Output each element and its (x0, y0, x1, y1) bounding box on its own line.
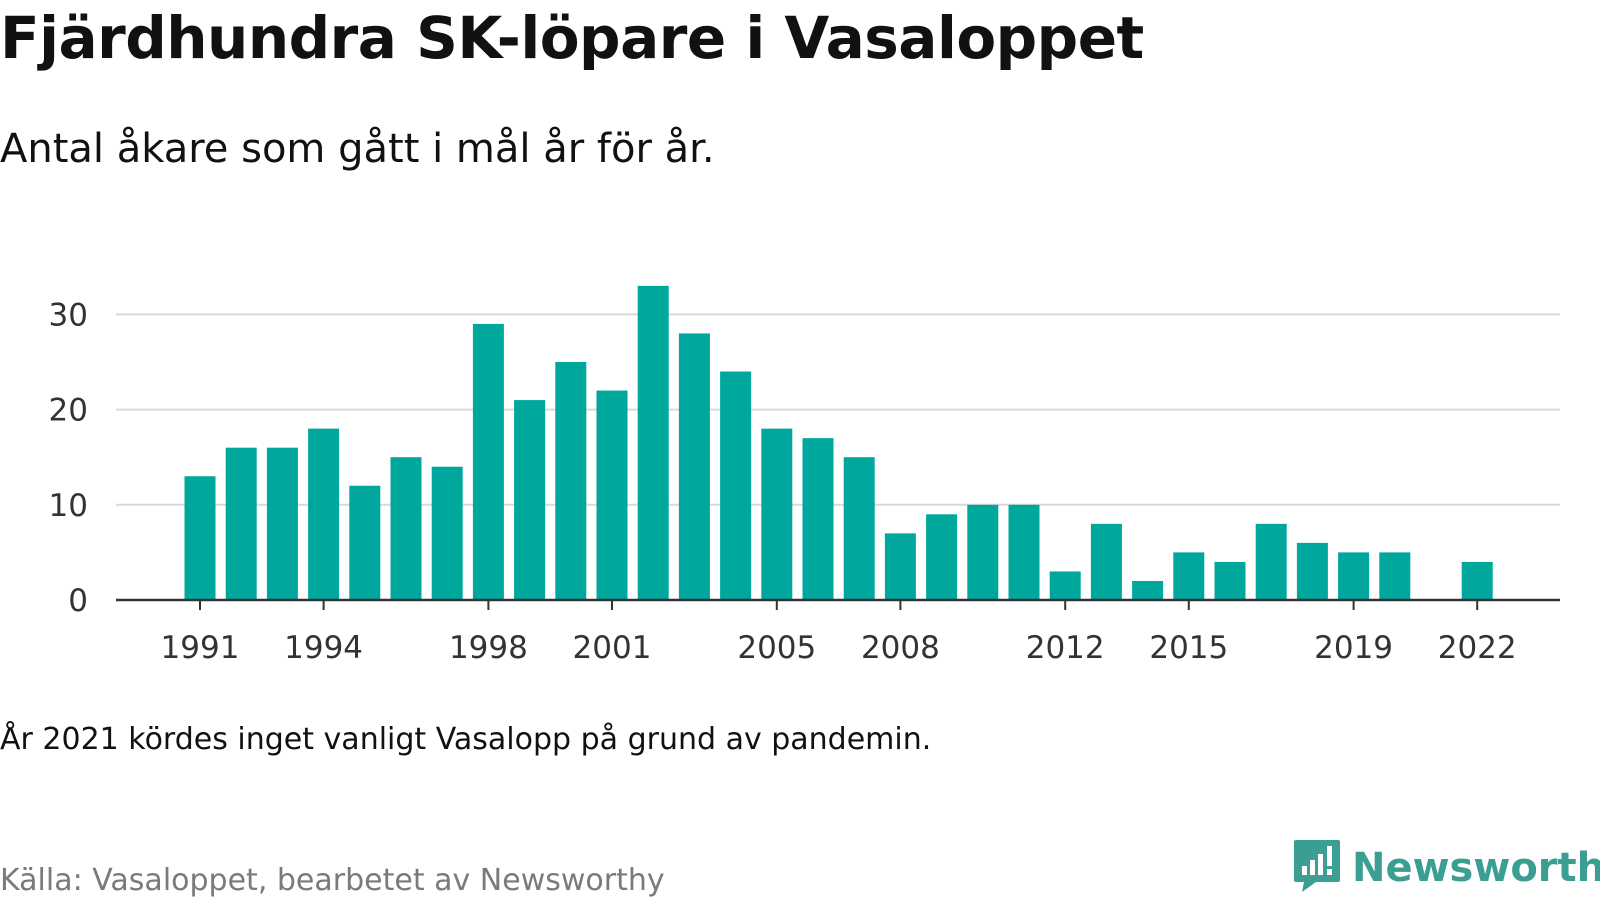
x-tick-label-2019: 2019 (1314, 630, 1393, 666)
brand-logo[interactable]: Newsworthy (1292, 840, 1600, 896)
bar-2020 (1379, 552, 1411, 600)
bar-1993 (266, 447, 298, 600)
tick-labels: 0 10 20 30 1991 1994 1998 2001 2005 2008 2012 2015 2… (49, 297, 1517, 666)
x-tick-label-1991: 1991 (161, 630, 240, 666)
source-text: Källa: Vasaloppet, bearbetet av Newswort… (0, 863, 665, 898)
y-tick-label-20: 20 (49, 393, 88, 429)
bar-1995 (349, 485, 381, 600)
bar-2013 (1090, 523, 1122, 600)
bar-2002 (637, 285, 669, 600)
y-tick-label-10: 10 (49, 488, 88, 524)
bar-1994 (308, 428, 340, 600)
bar-2018 (1296, 542, 1328, 600)
x-tick-label-2008: 2008 (861, 630, 940, 666)
x-tick-label-1998: 1998 (449, 630, 528, 666)
bar-2019 (1338, 552, 1370, 600)
bar-1996 (390, 457, 422, 600)
bar-2010 (967, 504, 999, 600)
x-axis (116, 598, 1560, 610)
y-tick-label-0: 0 (68, 583, 88, 619)
bar-2022 (1461, 561, 1493, 600)
x-tick-label-2012: 2012 (1026, 630, 1105, 666)
chart-title: Fjärdhundra SK-löpare i Vasaloppet (0, 4, 1144, 72)
bar-2006 (802, 438, 834, 600)
bar-2003 (678, 333, 710, 600)
bar-1992 (225, 447, 257, 600)
bar-chart: 0 10 20 30 1991 1994 1998 2001 2005 2008 2012 2015 2… (49, 285, 1560, 666)
x-tick-label-2005: 2005 (737, 630, 816, 666)
bar-2007 (843, 457, 875, 600)
bar-1991 (184, 476, 216, 600)
chart-subtitle: Antal åkare som gått i mål år för år. (0, 126, 715, 172)
bar-2011 (1008, 504, 1040, 600)
y-tick-label-30: 30 (49, 297, 88, 333)
bar-2017 (1255, 523, 1287, 600)
bar-2000 (555, 362, 587, 600)
bar-2005 (761, 428, 793, 600)
bar-2014 (1132, 580, 1164, 600)
x-tick-label-2001: 2001 (573, 630, 652, 666)
bar-1997 (431, 466, 463, 600)
bar-2004 (720, 371, 752, 600)
bar-2015 (1173, 552, 1205, 600)
bar-2001 (596, 390, 628, 600)
x-tick-label-2015: 2015 (1149, 630, 1228, 666)
bar-1999 (514, 400, 546, 600)
bar-1998 (472, 323, 504, 600)
bar-2009 (926, 514, 958, 600)
bar-2012 (1049, 571, 1081, 600)
newsworthy-logo-icon (1292, 838, 1342, 898)
x-tick-label-2022: 2022 (1438, 630, 1517, 666)
bar-2008 (884, 533, 916, 600)
chart-note: År 2021 kördes inget vanligt Vasalopp på… (0, 722, 932, 757)
brand-name: Newsworthy (1352, 845, 1600, 891)
x-tick-label-1994: 1994 (284, 630, 363, 666)
bar-2016 (1214, 561, 1246, 600)
bars (184, 285, 1493, 600)
